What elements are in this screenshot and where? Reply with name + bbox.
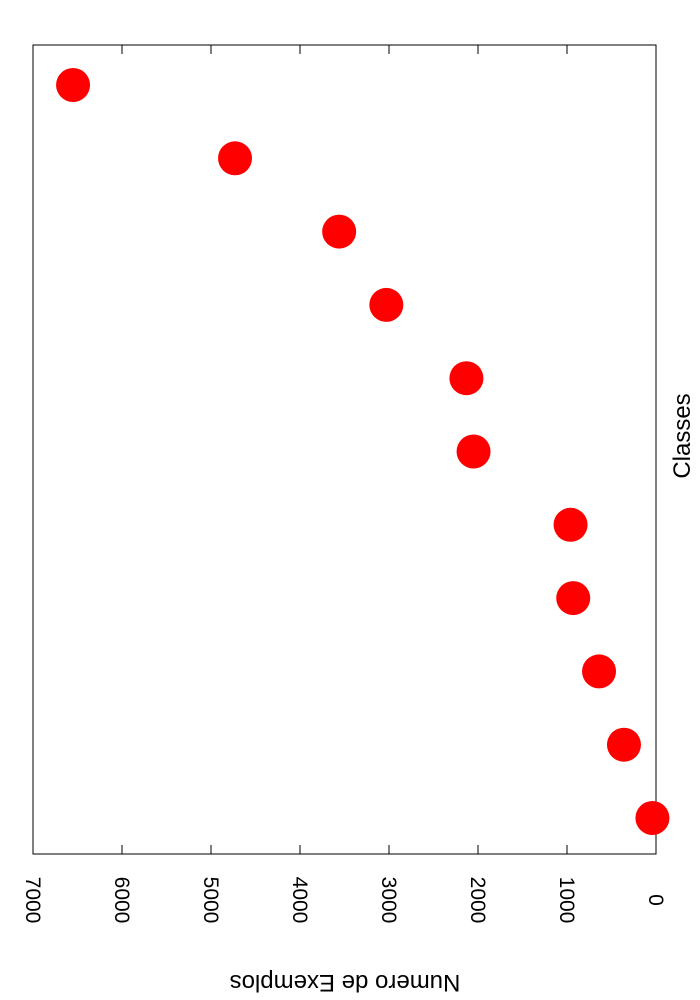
y-tick-label: 5000 <box>199 877 222 924</box>
y-tick-label: 0 <box>644 894 667 906</box>
data-point <box>553 507 588 542</box>
data-point <box>449 361 484 396</box>
y-tick-label: 3000 <box>377 877 400 924</box>
data-point <box>322 214 357 249</box>
y-tick-label: 4000 <box>288 877 311 924</box>
data-point <box>582 654 617 689</box>
y-tick-label: 2000 <box>466 877 489 924</box>
x-axis-title: Classes <box>669 393 696 478</box>
plot-area <box>32 44 657 855</box>
data-point <box>635 801 670 835</box>
y-tick-label: 7000 <box>21 877 44 924</box>
y-axis-tick-labels: 0 1000 2000 3000 4000 5000 6000 7000 <box>21 877 667 924</box>
y-tick-label: 6000 <box>110 877 133 924</box>
data-point <box>56 68 91 102</box>
y-tick-label: 1000 <box>555 877 578 924</box>
data-points <box>56 68 670 835</box>
y-axis-title: Numero de Exemplos <box>230 969 461 996</box>
data-point <box>456 434 491 469</box>
y-axis-ticks <box>32 45 657 854</box>
data-point <box>369 287 404 322</box>
data-point <box>218 141 253 176</box>
data-point <box>606 727 641 762</box>
data-point <box>556 581 591 616</box>
